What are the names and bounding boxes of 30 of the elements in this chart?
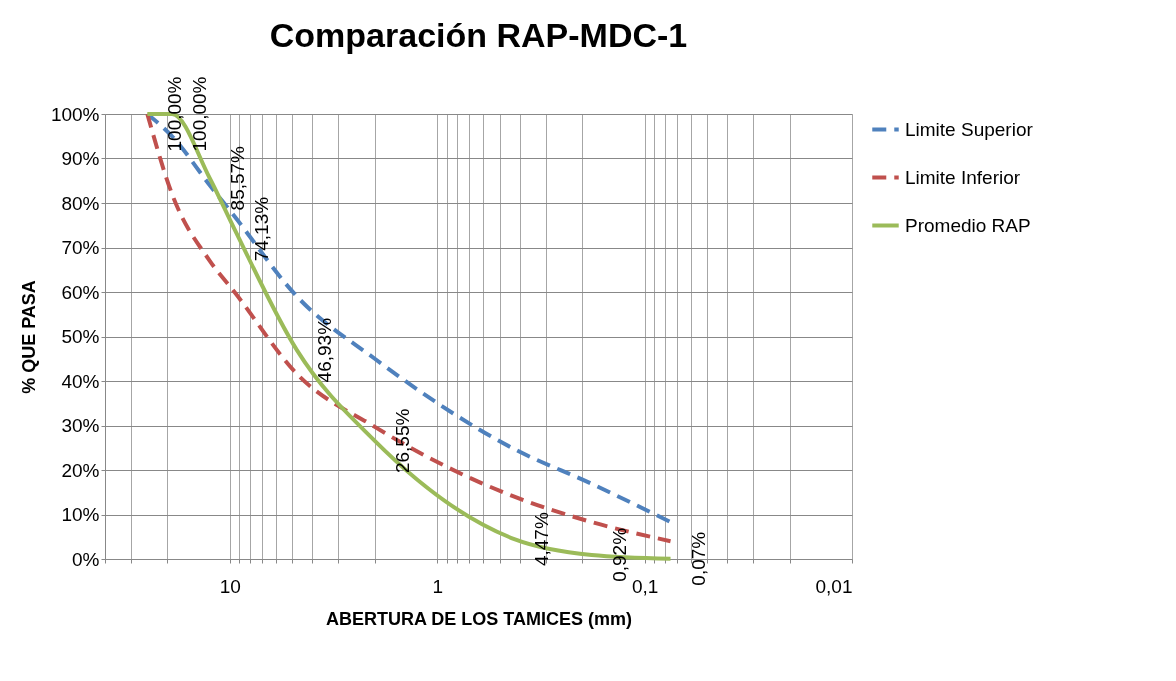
y-tick-label: 60% [61,281,100,303]
y-tick-label: 80% [61,192,100,214]
y-tick-label: 50% [61,326,100,347]
y-tick-label: 40% [61,370,100,392]
data-label: 100,00% [189,76,211,152]
data-label: 46,93% [313,317,335,383]
legend-label: Limite Inferior [905,166,1021,188]
x-tick-label: 0,01 [815,575,853,597]
y-tick-label: 0% [72,548,100,570]
chart-title: Comparación RAP-MDC-1 [269,16,688,55]
y-tick-label: 10% [61,504,100,525]
y-tick-label: 100% [50,103,100,125]
y-tick-label: 90% [61,148,100,169]
legend-label: Promedio RAP [905,214,1031,236]
y-tick-label: 30% [61,415,100,436]
x-tick-label: 10 [219,575,241,597]
data-label: 74,13% [251,196,273,262]
x-tick-label: 1 [432,575,444,597]
data-label: 85,57% [226,145,248,211]
y-tick-label: 70% [61,237,100,258]
data-label: 26,55% [391,408,413,474]
y-tick-label: 20% [61,459,100,481]
data-label: 100,00% [164,76,186,152]
data-label: 0,92% [608,527,630,582]
y-axis-title: % QUE PASA [18,280,39,394]
x-axis-title: ABERTURA DE LOS TAMICES (mm) [326,608,633,629]
data-label: 0,07% [687,531,709,586]
x-tick-label: 0,1 [631,575,659,597]
data-label: 4,47% [531,512,553,567]
legend-label: Limite Superior [905,118,1034,140]
